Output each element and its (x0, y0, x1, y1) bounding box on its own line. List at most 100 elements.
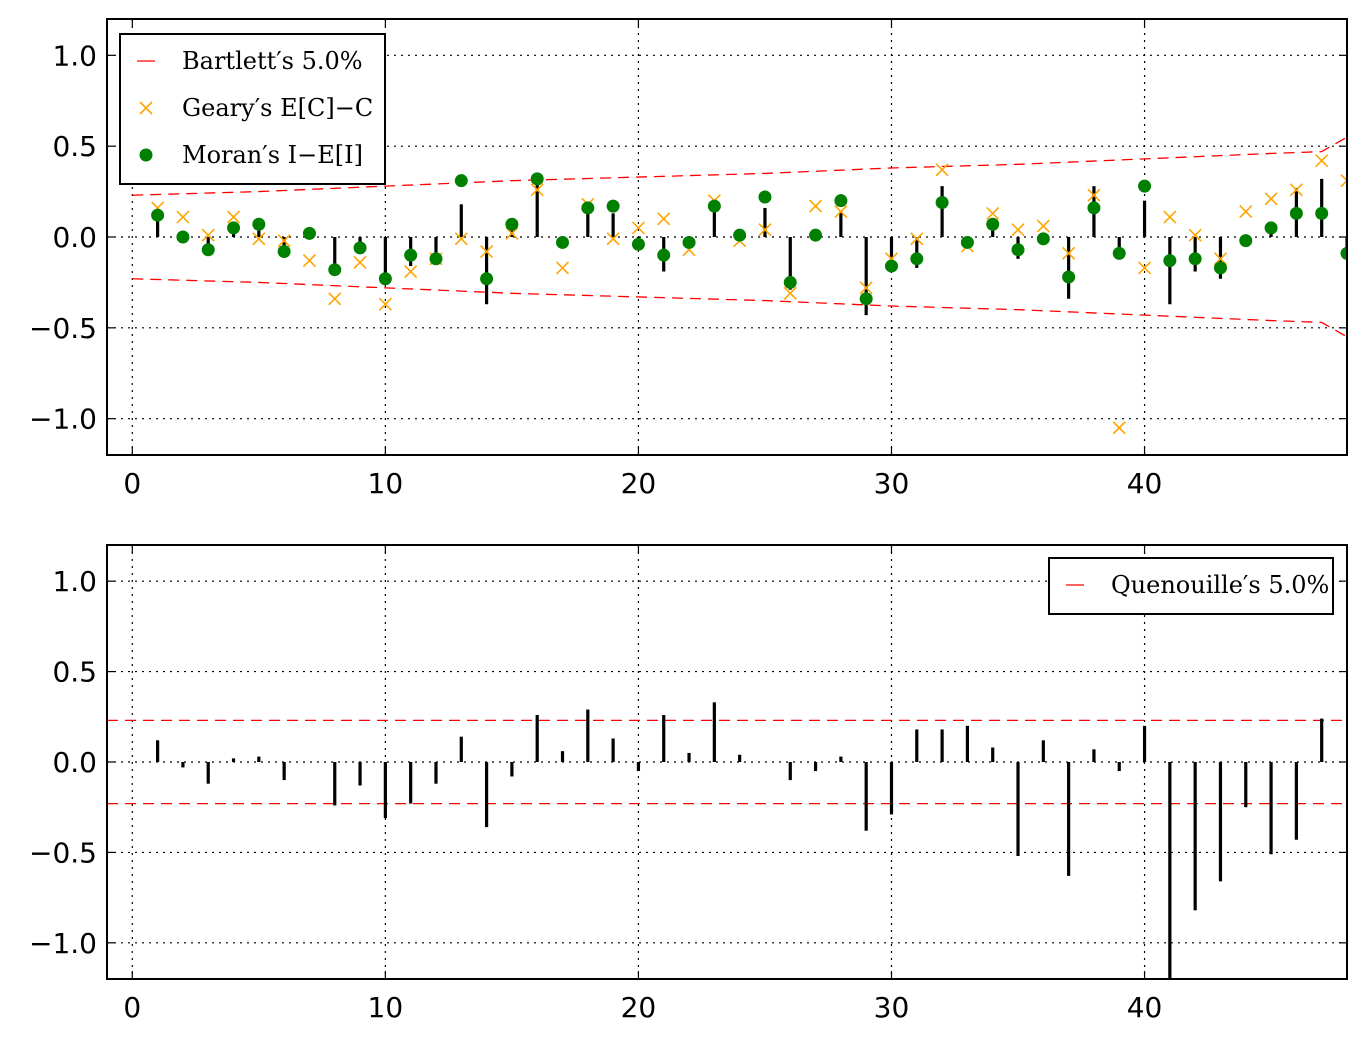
geary-point (454, 232, 468, 246)
geary-point (226, 210, 241, 224)
geary-point (252, 232, 266, 246)
moran-point (556, 235, 570, 249)
geary-point (1340, 174, 1347, 188)
moran-point (1289, 206, 1303, 220)
moran-point (176, 230, 190, 244)
moran-point (682, 235, 696, 249)
geary-point (302, 254, 317, 268)
moran-point (1264, 221, 1278, 235)
geary-point (1062, 246, 1076, 260)
geary-point (910, 232, 924, 246)
y-tick-label: 1.0 (52, 39, 97, 72)
moran-point (657, 248, 671, 262)
legend-label: Moran′s I−E[I] (182, 141, 363, 169)
x-tick-label: 10 (368, 467, 404, 500)
moran-point (1239, 234, 1253, 248)
geary-point (201, 228, 215, 242)
geary-point (859, 281, 873, 295)
moran-point (1062, 270, 1076, 284)
moran-point (252, 217, 266, 231)
moran-point (302, 226, 316, 240)
autocorrelation-chart: 0 10 20 30 40 1.0 0.5 0.0 −0.5 −1.0 Bartlett′s 5.0… (29, 18, 1348, 500)
geary-point (935, 163, 949, 177)
legend-swatch-geary (139, 101, 153, 115)
geary-point (1163, 210, 1177, 224)
moran-point (910, 252, 924, 266)
moran-point (960, 235, 974, 249)
geary-point (1036, 219, 1050, 233)
moran-point (201, 243, 215, 257)
moran-point (606, 199, 620, 213)
geary-point (530, 183, 544, 197)
moran-point (631, 237, 645, 251)
moran-point (480, 272, 494, 286)
geary-point (986, 206, 1000, 220)
legend-box (1048, 557, 1334, 615)
moran-point (1138, 179, 1152, 193)
moran-point (1315, 206, 1329, 220)
geary-point (1087, 188, 1101, 202)
legend-label: Geary′s E[C]−C (182, 94, 373, 122)
geary-point (606, 232, 620, 246)
moran-point (404, 248, 418, 262)
moran-point (758, 190, 772, 204)
x-tick-label: 40 (1127, 467, 1163, 500)
legend: Quenouille′s 5.0% (1048, 557, 1334, 615)
x-tick-label: 0 (123, 467, 141, 500)
geary-point (809, 199, 823, 213)
moran-point (1340, 246, 1347, 260)
geary-point (277, 234, 291, 248)
y-tick-label: 0.0 (52, 746, 97, 779)
geary-point (555, 261, 570, 275)
geary-point (834, 205, 848, 219)
moran-point (1188, 252, 1202, 266)
ticks (107, 545, 1347, 979)
legend-label: Bartlett′s 5.0% (182, 47, 363, 75)
moran-point (884, 259, 898, 273)
geary-point (404, 264, 418, 279)
moran-point (809, 228, 823, 242)
moran-point (1213, 261, 1227, 275)
moran-point (429, 252, 443, 266)
moran-point (707, 199, 721, 213)
geary-point (1112, 421, 1126, 435)
moran-point (1087, 201, 1101, 215)
moran-point (328, 263, 342, 277)
y-tick-label: 1.0 (52, 565, 97, 598)
geary-point (1289, 183, 1303, 197)
geary-point (1137, 261, 1152, 275)
legend: Bartlett′s 5.0% Geary′s E[C]−C Moran′s I−E… (119, 33, 386, 185)
moran-point (1112, 246, 1126, 260)
moran-point (1163, 254, 1177, 268)
moran-point (227, 221, 241, 235)
y-tick-label: −1.0 (29, 403, 97, 436)
legend-swatch-moran (139, 148, 153, 162)
moran-point (277, 245, 291, 259)
moran-point (733, 228, 747, 242)
moran-point (834, 194, 848, 208)
y-tick-label: 0.5 (52, 130, 97, 163)
quenouille-chart: 0 10 20 30 40 1.0 0.5 0.0 −0.5 −1.0 Quenouille′s 5… (29, 544, 1348, 1024)
moran-point (1011, 243, 1025, 257)
geary-point (378, 297, 392, 311)
plot-area (132, 136, 1347, 435)
geary-point (1264, 192, 1278, 206)
geary-point (176, 210, 190, 224)
moran-point (783, 275, 797, 289)
y-tick-label: 0.5 (52, 656, 97, 689)
geary-point (758, 223, 772, 237)
moran-point (530, 172, 544, 186)
y-tick-label: −0.5 (29, 312, 97, 345)
x-tick-label: 30 (874, 991, 910, 1024)
plot-area (107, 702, 1347, 979)
x-tick-label: 30 (874, 467, 910, 500)
x-tick-label: 40 (1127, 991, 1163, 1024)
x-tick-label: 20 (621, 467, 657, 500)
geary-point (328, 292, 342, 306)
geary-point (657, 212, 671, 226)
moran-point (581, 201, 595, 215)
geary-point (1188, 228, 1202, 242)
y-tick-label: −0.5 (29, 836, 97, 869)
y-tick-label: −1.0 (29, 927, 97, 960)
